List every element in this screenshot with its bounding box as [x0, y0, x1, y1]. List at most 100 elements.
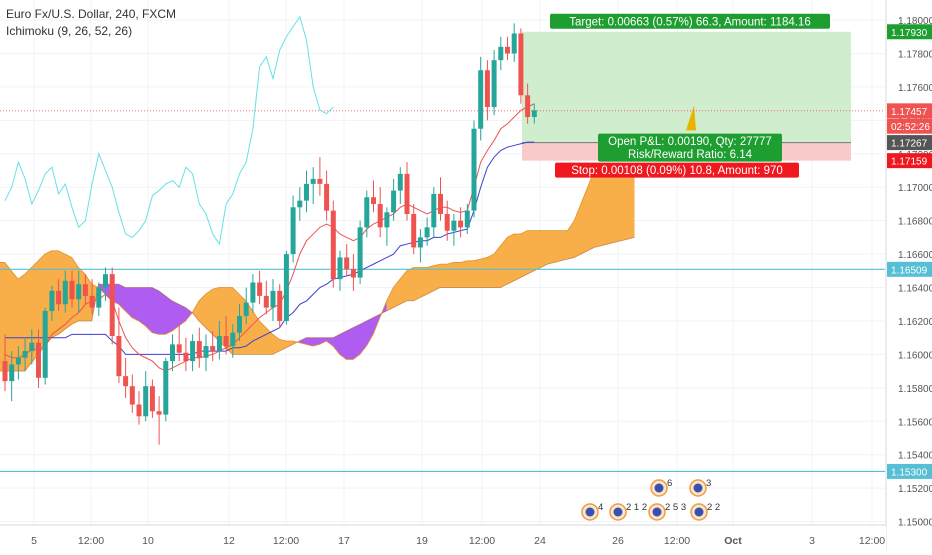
- time-tick-label: 12:00: [273, 535, 299, 547]
- candle-body: [317, 178, 323, 184]
- candle-body: [136, 404, 142, 417]
- candle-body: [156, 411, 162, 415]
- candle-up: [464, 203, 470, 235]
- candle-body: [49, 290, 55, 311]
- candle-up: [143, 371, 149, 422]
- price-tick-label: 1.15000: [898, 518, 932, 529]
- candle-up: [431, 187, 437, 238]
- candle-body: [62, 280, 68, 305]
- price-tick-label: 1.15600: [898, 417, 932, 428]
- candle-down: [525, 83, 531, 124]
- candle-up: [190, 334, 196, 372]
- position-labels: Target: 0.00663 (0.57%) 66.3, Amount: 11…: [550, 13, 830, 178]
- target-label-text: Target: 0.00663 (0.57%) 66.3, Amount: 11…: [569, 16, 810, 28]
- event-count: 4: [598, 502, 603, 513]
- candle-up: [163, 357, 169, 422]
- candle-body: [484, 70, 490, 107]
- candle-body: [337, 257, 343, 280]
- candle-down: [56, 279, 62, 311]
- candle-body: [116, 336, 122, 377]
- candle-down: [411, 203, 417, 255]
- candle-down: [350, 254, 356, 291]
- price-tick-label: 1.15400: [898, 451, 932, 462]
- candle-down: [69, 270, 75, 308]
- candle-body: [438, 193, 443, 214]
- price-tick-label: 1.16000: [898, 350, 932, 361]
- price-tick-label: 1.16800: [898, 217, 932, 228]
- candle-down: [109, 267, 115, 345]
- candle-down: [183, 337, 189, 372]
- candle-down: [277, 284, 283, 328]
- price-label-text: 1.17930: [891, 28, 928, 39]
- candle-up: [270, 279, 276, 321]
- candle-body: [377, 203, 383, 228]
- event-count: 2 2: [707, 502, 720, 513]
- candle-down: [317, 157, 323, 196]
- price-label-text: 1.17457: [891, 107, 928, 118]
- economic-event-marker: 2 1 2: [609, 502, 647, 521]
- chikou-span-line: [4, 15, 334, 246]
- candle-body: [304, 183, 309, 201]
- candle-up: [478, 56, 484, 141]
- candle-up: [304, 170, 309, 213]
- candle-body: [525, 95, 531, 118]
- candle-down: [263, 280, 269, 315]
- candle-up: [391, 178, 397, 221]
- time-tick-label: 3: [809, 535, 815, 547]
- economic-event-marker: 6: [650, 478, 672, 497]
- event-flag-center: [694, 507, 704, 517]
- candle-body: [29, 342, 35, 352]
- stop-label: Stop: 0.00108 (0.09%) 10.8, Amount: 970: [555, 162, 799, 178]
- senkou-span-a: [0, 166, 635, 360]
- candles: [2, 23, 537, 445]
- price-label-last: 1.17457: [887, 103, 932, 119]
- candle-up: [471, 120, 477, 218]
- candle-up: [237, 304, 242, 342]
- candle-body: [69, 280, 75, 300]
- candle-body: [22, 351, 28, 358]
- candle-down: [484, 60, 490, 121]
- price-label-text: 1.15300: [891, 467, 928, 478]
- candle-body: [176, 344, 182, 353]
- candle-body: [257, 282, 263, 296]
- candle-body: [404, 173, 410, 214]
- candle-up: [76, 270, 82, 313]
- economic-event-marker: 2 5 3: [648, 502, 686, 521]
- candle-body: [270, 290, 276, 308]
- horizontal-levels: [0, 110, 885, 473]
- candle-body: [464, 210, 470, 228]
- candle-up: [243, 287, 249, 325]
- candle-body: [330, 210, 336, 280]
- candle-body: [149, 386, 155, 412]
- target-label-bg: [550, 13, 830, 29]
- price-tick-label: 1.17000: [898, 183, 932, 194]
- cloud-bearish: [98, 284, 193, 335]
- candle-up: [62, 270, 68, 313]
- candle-up: [9, 351, 15, 402]
- candle-down: [136, 391, 142, 425]
- price-label-bg: [887, 153, 932, 169]
- candle-down: [257, 270, 263, 305]
- candle-down: [2, 334, 8, 392]
- economic-event-marker: 2 2: [690, 502, 720, 521]
- candle-body: [417, 237, 423, 248]
- event-count: 2 1 2: [626, 502, 647, 513]
- candle-down: [89, 279, 95, 315]
- candle-up: [96, 282, 102, 316]
- candle-down: [518, 28, 524, 104]
- cloud-bearish: [299, 300, 387, 360]
- candle-body: [2, 361, 8, 382]
- candle-up: [310, 167, 316, 204]
- candle-down: [116, 307, 122, 383]
- candle-body: [371, 197, 376, 204]
- time-axis-bg: [0, 525, 886, 550]
- candle-down: [210, 331, 216, 362]
- cloud-bullish: [386, 167, 635, 311]
- economic-event-marker: 4: [581, 502, 603, 521]
- candle-body: [324, 183, 330, 211]
- candle-body: [250, 282, 256, 303]
- time-tick-label: 12: [223, 535, 235, 547]
- pnl-label: Open P&L: 0.00190, Qty: 27777Risk/Reward…: [598, 133, 782, 162]
